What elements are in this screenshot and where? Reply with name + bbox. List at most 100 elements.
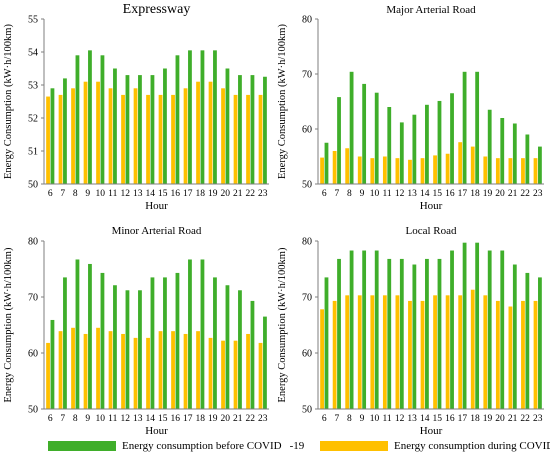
legend-item-during: Energy consumption during COVID -19 bbox=[320, 440, 550, 452]
bar-before bbox=[425, 104, 429, 184]
x-tick-label: 22 bbox=[520, 189, 530, 199]
bar-during bbox=[108, 331, 113, 409]
chart-title: Minor Arterial Road bbox=[112, 225, 202, 237]
bar-during bbox=[470, 146, 475, 184]
legend-suffix-before: -19 bbox=[289, 440, 305, 452]
bar-before bbox=[138, 75, 142, 184]
bar-before bbox=[487, 250, 492, 409]
x-tick-label: 13 bbox=[407, 414, 417, 424]
x-tick-label: 21 bbox=[508, 189, 518, 199]
legend-item-before: Energy consumption before COVID -19 bbox=[48, 440, 304, 452]
bar-before bbox=[437, 258, 442, 409]
y-tick-label: 70 bbox=[28, 293, 38, 304]
bar-during bbox=[233, 94, 238, 184]
x-tick-label: 21 bbox=[233, 189, 243, 199]
x-tick-label: 12 bbox=[395, 189, 405, 199]
y-tick-label: 80 bbox=[28, 237, 38, 248]
x-tick-label: 18 bbox=[470, 414, 480, 424]
bar-during bbox=[483, 295, 488, 409]
bar-during bbox=[58, 331, 63, 409]
bar-during bbox=[171, 331, 175, 409]
bar-before bbox=[538, 146, 542, 184]
bar-before bbox=[425, 258, 429, 409]
bar-before bbox=[238, 290, 242, 409]
bar-during bbox=[495, 158, 500, 184]
x-tick-label: 10 bbox=[96, 189, 106, 199]
y-tick-label: 60 bbox=[302, 349, 312, 360]
bar-before bbox=[100, 272, 105, 409]
bar-during bbox=[332, 151, 337, 184]
y-tick-label: 60 bbox=[302, 125, 312, 136]
bar-during bbox=[233, 340, 238, 409]
bar-before bbox=[250, 300, 255, 409]
bar-before bbox=[238, 75, 242, 184]
x-tick-label: 23 bbox=[258, 414, 268, 424]
bar-during bbox=[382, 295, 387, 409]
y-tick-label: 70 bbox=[302, 293, 312, 304]
bar-before bbox=[525, 272, 530, 409]
x-tick-label: 23 bbox=[533, 414, 543, 424]
bar-during bbox=[370, 295, 375, 409]
bar-before bbox=[462, 242, 467, 409]
bar-before bbox=[63, 78, 67, 184]
x-tick-label: 8 bbox=[73, 189, 78, 199]
x-axis-label: Hour bbox=[420, 425, 443, 437]
bar-during bbox=[146, 94, 150, 184]
legend-label-during: Energy consumption during COVID bbox=[394, 440, 550, 452]
bar-during bbox=[370, 158, 375, 184]
x-tick-label: 18 bbox=[196, 414, 206, 424]
bar-during bbox=[521, 158, 525, 184]
bar-before bbox=[525, 134, 530, 184]
bar-before bbox=[100, 55, 105, 184]
bar-during bbox=[458, 295, 463, 409]
legend-swatch-during bbox=[320, 441, 388, 451]
bar-during bbox=[71, 327, 75, 409]
bar-before bbox=[175, 55, 180, 184]
bar-before bbox=[387, 258, 392, 409]
chart-title: Expressway bbox=[123, 2, 191, 17]
bar-before bbox=[225, 68, 230, 184]
bar-before bbox=[387, 107, 392, 184]
bar-during bbox=[433, 295, 437, 409]
bar-before bbox=[213, 50, 217, 184]
x-tick-label: 16 bbox=[445, 189, 455, 199]
bar-during bbox=[221, 340, 225, 409]
bar-during bbox=[96, 81, 100, 184]
bar-during bbox=[96, 327, 100, 409]
bar-during bbox=[408, 300, 412, 409]
bar-during bbox=[332, 300, 337, 409]
y-tick-label: 50 bbox=[28, 180, 38, 191]
x-tick-label: 17 bbox=[183, 414, 193, 424]
bar-during bbox=[121, 333, 125, 409]
x-tick-label: 6 bbox=[322, 414, 327, 424]
bar-before bbox=[349, 71, 354, 184]
bar-before bbox=[125, 290, 130, 409]
x-tick-label: 10 bbox=[370, 189, 380, 199]
bar-during bbox=[395, 158, 400, 184]
bar-before bbox=[263, 76, 267, 184]
x-tick-label: 12 bbox=[121, 414, 131, 424]
bar-during bbox=[408, 159, 412, 184]
y-tick-label: 51 bbox=[28, 147, 38, 158]
bar-before bbox=[337, 97, 341, 184]
y-tick-label: 50 bbox=[28, 405, 38, 416]
x-tick-label: 6 bbox=[322, 189, 327, 199]
x-tick-label: 22 bbox=[520, 414, 530, 424]
y-tick-label: 54 bbox=[28, 48, 38, 59]
bar-before bbox=[213, 277, 217, 409]
legend-label-before: Energy consumption before COVID bbox=[122, 440, 282, 452]
bar-during bbox=[158, 331, 163, 409]
x-tick-label: 17 bbox=[458, 414, 468, 424]
x-tick-label: 22 bbox=[246, 189, 256, 199]
x-tick-label: 7 bbox=[334, 414, 339, 424]
chart-title: Local Road bbox=[405, 225, 457, 237]
x-tick-label: 11 bbox=[382, 414, 391, 424]
x-tick-label: 7 bbox=[60, 189, 65, 199]
x-tick-label: 7 bbox=[60, 414, 65, 424]
bar-before bbox=[250, 75, 255, 184]
bar-before bbox=[512, 264, 517, 409]
bar-during bbox=[420, 158, 425, 184]
bar-before bbox=[324, 142, 329, 184]
